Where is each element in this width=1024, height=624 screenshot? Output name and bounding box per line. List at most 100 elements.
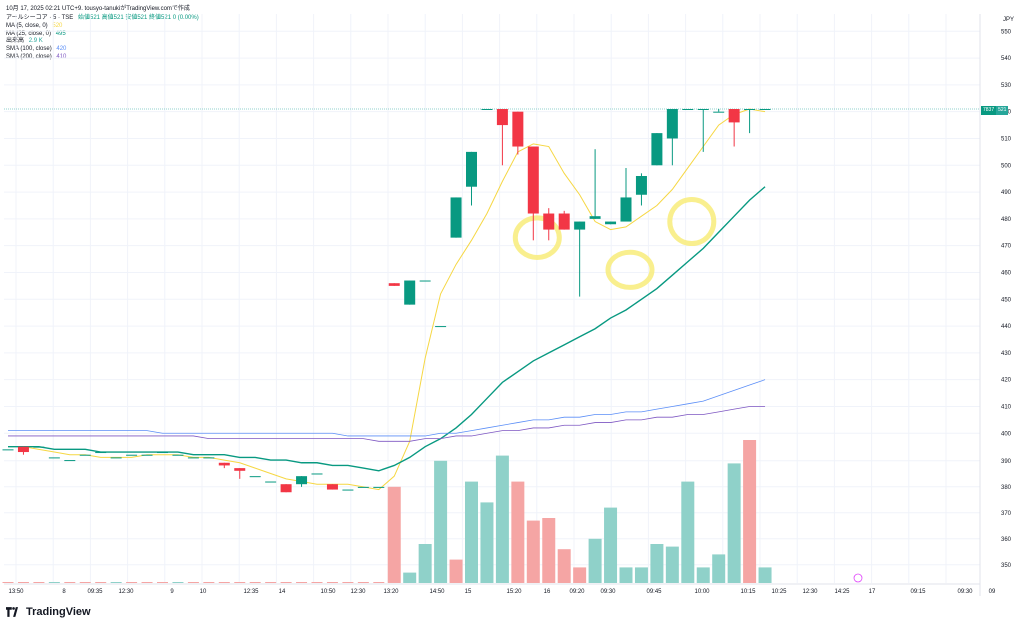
candle-body xyxy=(574,221,586,230)
candle-body xyxy=(203,457,215,459)
volume-bar xyxy=(712,554,726,583)
event-marker-icon xyxy=(853,573,863,583)
highlight-circle xyxy=(512,215,562,260)
volume-bar xyxy=(79,582,91,583)
volume-bar xyxy=(758,567,772,583)
volume-bar xyxy=(95,582,107,583)
volume-bar xyxy=(187,582,199,583)
volume-bar xyxy=(265,582,277,583)
volume-bar xyxy=(17,582,29,583)
candle-body xyxy=(249,476,261,478)
time-tick-label: 09:15 xyxy=(910,589,926,595)
volume-bar xyxy=(619,567,633,583)
indicator-ma5[interactable]: MA (5, close, 0) 520 xyxy=(6,23,199,31)
candle-body xyxy=(172,454,184,456)
sma100-line xyxy=(8,379,766,437)
volume-bar xyxy=(64,582,76,583)
highlight-circle xyxy=(667,197,717,247)
candle-body xyxy=(496,109,508,126)
volume-bar xyxy=(665,546,679,583)
candle-body xyxy=(728,109,740,123)
candle-body xyxy=(481,109,493,110)
volume-bar xyxy=(681,481,695,583)
price-tick-label: 440 xyxy=(1001,324,1012,330)
candle-body xyxy=(95,452,107,454)
time-tick-label: 15:20 xyxy=(506,589,522,595)
time-tick-label: 09:45 xyxy=(646,589,662,595)
candle-body xyxy=(404,280,416,305)
price-tick-label: 540 xyxy=(1001,56,1012,62)
candle-body xyxy=(79,454,91,456)
candle-body xyxy=(342,489,354,491)
time-tick-label: 12:35 xyxy=(243,589,259,595)
highlight-circle xyxy=(605,249,655,290)
volume-tick-label: 390 xyxy=(1001,459,1012,465)
candle-body xyxy=(450,197,462,238)
sma200-line xyxy=(8,406,766,442)
candle-body xyxy=(218,462,230,466)
volume-bar xyxy=(434,460,448,583)
ma5-line xyxy=(8,108,766,491)
candle-body xyxy=(2,449,14,451)
volume-bar xyxy=(203,582,215,583)
candle-body xyxy=(280,484,292,493)
indicator-sma100[interactable]: SMA (100, close) 420 xyxy=(6,46,199,54)
candle-body xyxy=(419,280,431,282)
symbol-name[interactable]: アールシーコア · 5 · TSE xyxy=(6,15,74,21)
candle-body xyxy=(543,213,555,230)
candle-body xyxy=(605,221,617,225)
price-tick-label: 410 xyxy=(1001,404,1012,410)
candle-body xyxy=(157,452,168,454)
candle-body xyxy=(435,326,447,328)
time-tick-label: 14 xyxy=(279,589,286,595)
indicator-label: SMA (100, close) xyxy=(6,46,52,53)
time-tick-label: 12:30 xyxy=(350,589,366,595)
tradingview-logo-icon xyxy=(6,607,18,617)
volume-bar xyxy=(526,520,540,583)
price-tag-right: 521 xyxy=(996,106,1009,115)
candle-body xyxy=(126,454,138,456)
time-tick-label: 8 xyxy=(62,589,66,595)
last-price-tag: 7837 521 xyxy=(981,106,1009,115)
time-tick-label: 17 xyxy=(869,589,876,595)
price-tick-label: 460 xyxy=(1001,270,1012,276)
candle-body xyxy=(558,213,570,230)
candle-body xyxy=(373,486,385,488)
candle-body xyxy=(357,486,369,488)
candle-body xyxy=(651,133,663,166)
time-tick-label: 10:25 xyxy=(771,589,787,595)
volume-bar xyxy=(172,582,184,583)
volume-bar xyxy=(480,502,494,583)
volume-bar xyxy=(465,481,478,583)
time-tick-label: 13:20 xyxy=(383,589,399,595)
volume-bar xyxy=(573,567,587,583)
time-tick-label: 12:30 xyxy=(118,589,134,595)
indicator-volume[interactable]: 出来高 2.9 K xyxy=(6,38,199,46)
time-tick-label: 09:20 xyxy=(569,589,585,595)
time-tick-label: 13:50 xyxy=(8,589,24,595)
currency-label: JPY xyxy=(1003,17,1015,23)
volume-bar xyxy=(33,582,45,583)
time-tick-label: 14:50 xyxy=(429,589,445,595)
volume-bar xyxy=(280,582,292,583)
indicator-sma200[interactable]: SMA (200, close) 410 xyxy=(6,54,199,62)
volume-bar xyxy=(403,572,417,583)
volume-bar xyxy=(234,582,246,583)
volume-bar xyxy=(126,582,138,583)
volume-bar xyxy=(495,455,509,583)
price-tick-label: 510 xyxy=(1001,136,1012,142)
indicator-value: 2.9 K xyxy=(28,38,43,45)
volume-tick-label: 350 xyxy=(1001,563,1012,569)
indicator-ma25[interactable]: MA (25, close, 0) 495 xyxy=(6,31,199,39)
volume-bar xyxy=(542,518,556,583)
time-tick-label: 14:25 xyxy=(834,589,850,595)
candle-body xyxy=(512,111,524,147)
volume-bar xyxy=(357,582,369,583)
candle-body xyxy=(635,176,647,195)
candle-body xyxy=(466,151,477,187)
tradingview-logo[interactable]: TradingView xyxy=(6,604,91,620)
volume-bar xyxy=(342,582,354,583)
volume-bar xyxy=(696,567,710,583)
price-tick-label: 450 xyxy=(1001,297,1012,303)
